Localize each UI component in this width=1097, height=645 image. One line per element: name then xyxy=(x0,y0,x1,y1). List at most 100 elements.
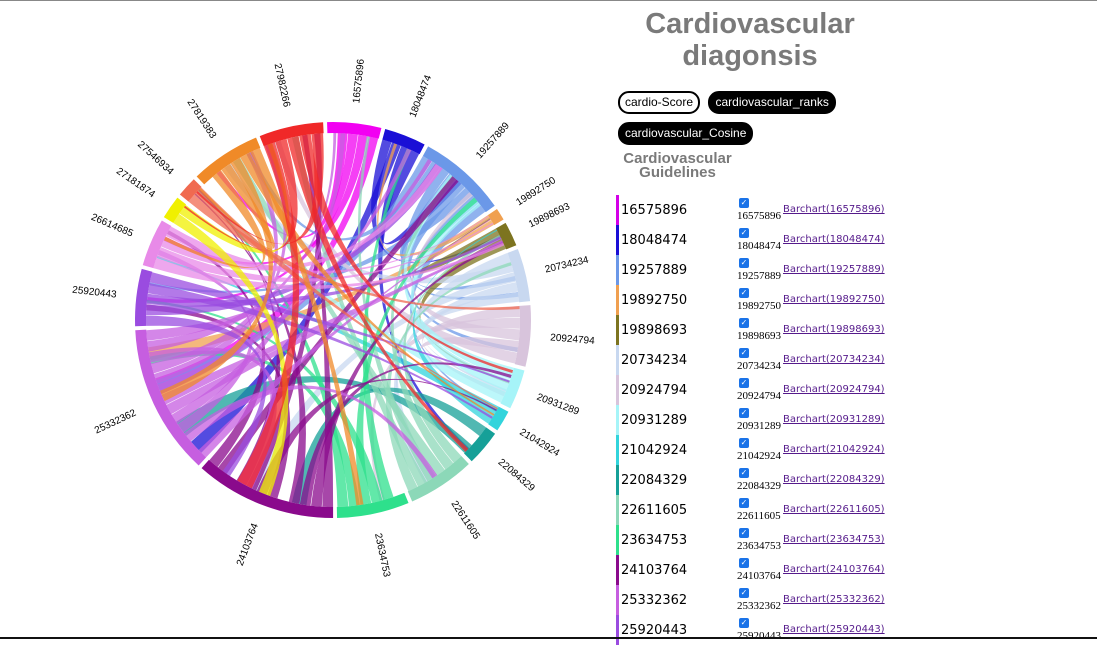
chord-ribbon[interactable] xyxy=(153,151,278,384)
guideline-checkbox[interactable]: ✓ xyxy=(739,258,749,268)
chord-arc-25920443[interactable] xyxy=(135,268,153,327)
guideline-checkbox[interactable]: ✓ xyxy=(739,618,749,628)
tab-cardiovascular-cosine[interactable]: cardiovascular_Cosine xyxy=(618,122,754,145)
guideline-checkbox[interactable]: ✓ xyxy=(739,198,749,208)
guideline-checkbox[interactable]: ✓ xyxy=(739,318,749,328)
guideline-checkbox[interactable]: ✓ xyxy=(739,468,749,478)
chord-arc-20924794[interactable] xyxy=(514,305,531,367)
guideline-color-bar xyxy=(616,615,619,645)
chord-ribbon[interactable] xyxy=(194,193,306,504)
chord-arc-24103764[interactable] xyxy=(201,459,334,519)
guideline-checkbox[interactable]: ✓ xyxy=(739,348,749,358)
chord-ribbon[interactable] xyxy=(147,282,493,419)
guideline-checkbox-label: 16575896 xyxy=(737,210,781,222)
chord-arc-20734234[interactable] xyxy=(507,248,531,303)
barchart-link[interactable]: Barchart(22084329) xyxy=(783,474,885,485)
chord-ribbon[interactable] xyxy=(148,220,494,361)
chord-ribbon[interactable] xyxy=(161,239,503,405)
chord-ribbon[interactable] xyxy=(419,238,510,384)
barchart-link[interactable]: Barchart(24103764) xyxy=(783,564,885,575)
chord-ribbon[interactable] xyxy=(183,138,298,251)
chord-ribbon[interactable] xyxy=(224,163,514,284)
chord-ribbon[interactable] xyxy=(166,230,266,468)
chord-arc-19257889[interactable] xyxy=(422,146,495,213)
chord-ribbon[interactable] xyxy=(146,299,383,503)
chord-arc-21042924[interactable] xyxy=(488,406,509,431)
barchart-link[interactable]: Barchart(19257889) xyxy=(783,264,885,275)
chord-label: 27181874 xyxy=(114,166,157,201)
chord-ribbon[interactable] xyxy=(149,350,360,507)
guideline-checkbox[interactable]: ✓ xyxy=(739,378,749,388)
chord-label: 27819383 xyxy=(185,97,219,141)
barchart-link[interactable]: Barchart(22611605) xyxy=(783,504,885,515)
chord-arc-19898693[interactable] xyxy=(495,222,517,250)
barchart-link[interactable]: Barchart(19892750) xyxy=(783,294,885,305)
chord-ribbon[interactable] xyxy=(149,272,510,383)
chord-arc-22611605[interactable] xyxy=(407,456,469,502)
chord-ribbon[interactable] xyxy=(237,142,300,489)
chord-ribbon[interactable] xyxy=(407,180,519,301)
barchart-link[interactable]: Barchart(16575896) xyxy=(783,204,885,215)
chord-arc-19892750[interactable] xyxy=(487,209,504,226)
guideline-checkbox[interactable]: ✓ xyxy=(739,408,749,418)
chord-ribbon[interactable] xyxy=(146,304,291,499)
guideline-checkbox[interactable]: ✓ xyxy=(739,558,749,568)
guideline-checkbox[interactable]: ✓ xyxy=(739,228,749,238)
barchart-link[interactable]: Barchart(20924794) xyxy=(783,384,885,395)
chord-ribbon[interactable] xyxy=(256,378,498,495)
chord-arc-27982266[interactable] xyxy=(259,122,324,147)
guideline-checkbox[interactable]: ✓ xyxy=(739,288,749,298)
barchart-link[interactable]: Barchart(20734234) xyxy=(783,354,885,365)
barchart-link[interactable]: Barchart(18048474) xyxy=(783,234,885,245)
chord-ribbon[interactable] xyxy=(287,136,469,453)
chord-ribbon[interactable] xyxy=(184,385,438,479)
chord-ribbon[interactable] xyxy=(157,250,253,433)
chord-ribbon[interactable] xyxy=(302,134,334,507)
guideline-checkbox[interactable]: ✓ xyxy=(739,438,749,448)
chord-ribbon[interactable] xyxy=(179,143,290,254)
chord-arc-16575896[interactable] xyxy=(327,122,382,139)
guideline-checkbox[interactable]: ✓ xyxy=(739,498,749,508)
chord-ribbon[interactable] xyxy=(390,175,456,470)
chord-ribbon[interactable] xyxy=(250,147,364,506)
chord-arc-27181874[interactable] xyxy=(163,197,187,223)
chord-arc-23634753[interactable] xyxy=(336,492,409,518)
guideline-row: 20931289 ✓ 20931289 Barchart(20931289) xyxy=(616,405,916,435)
barchart-link[interactable]: Barchart(19898693) xyxy=(783,324,885,335)
barchart-link[interactable]: Barchart(25920443) xyxy=(783,624,885,635)
chord-arc-27819383[interactable] xyxy=(196,137,261,185)
chord-ribbon[interactable] xyxy=(411,192,520,341)
guideline-id: 21042924 xyxy=(621,443,688,458)
barchart-link[interactable]: Barchart(25332362) xyxy=(783,594,885,605)
chord-ribbon[interactable] xyxy=(419,337,519,411)
chord-ribbon[interactable] xyxy=(198,188,506,403)
chord-arc-18048474[interactable] xyxy=(382,129,425,155)
chord-ribbon[interactable] xyxy=(198,218,491,458)
chord-ribbon[interactable] xyxy=(199,163,275,250)
barchart-link[interactable]: Barchart(20931289) xyxy=(783,414,885,425)
guideline-checkbox[interactable]: ✓ xyxy=(739,588,749,598)
chord-ribbon[interactable] xyxy=(357,136,437,482)
tab-cardiovascular-ranks[interactable]: cardiovascular_ranks xyxy=(708,91,836,114)
tab-cardio-score[interactable]: cardio-Score xyxy=(618,91,701,114)
chord-arc-26614685[interactable] xyxy=(142,220,172,269)
chord-ribbon[interactable] xyxy=(146,236,502,307)
chord-arc-20931289[interactable] xyxy=(500,367,525,409)
guideline-checkbox[interactable]: ✓ xyxy=(739,528,749,538)
chord-arc-25332362[interactable] xyxy=(135,329,207,466)
chord-label: 25920443 xyxy=(72,285,118,301)
chord-ribbon[interactable] xyxy=(159,157,273,402)
guideline-color-bar xyxy=(616,225,619,255)
chord-ribbon[interactable] xyxy=(149,187,473,293)
chord-ribbon[interactable] xyxy=(381,149,462,245)
guideline-color-bar xyxy=(616,255,619,285)
chord-ribbon[interactable] xyxy=(166,241,504,415)
chord-ribbon[interactable] xyxy=(422,292,520,392)
chord-arc-27546934[interactable] xyxy=(179,179,202,202)
chord-ribbon[interactable] xyxy=(151,143,288,374)
guideline-color-bar xyxy=(616,345,619,375)
chord-ribbon[interactable] xyxy=(173,213,289,497)
barchart-link[interactable]: Barchart(21042924) xyxy=(783,444,885,455)
chord-arc-22084329[interactable] xyxy=(464,427,496,462)
barchart-link[interactable]: Barchart(23634753) xyxy=(783,534,885,545)
